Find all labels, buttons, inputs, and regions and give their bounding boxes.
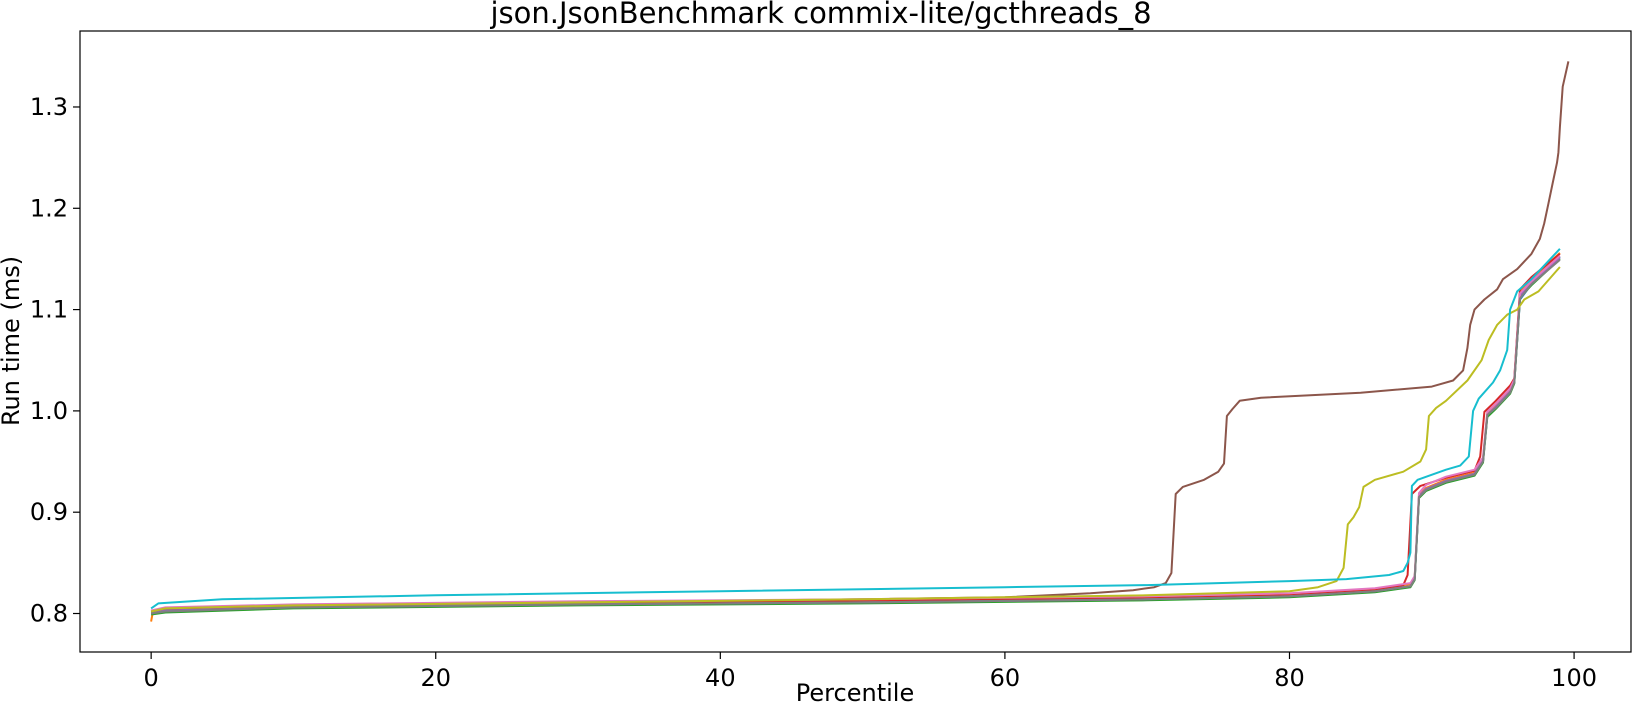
- series-line-6: [150, 61, 1570, 613]
- series-line-7: [150, 255, 1561, 612]
- y-axis-label: Run time (ms): [0, 256, 25, 426]
- x-tick-label: 100: [1551, 664, 1597, 692]
- series-line-8: [150, 259, 1561, 615]
- x-tick-label: 60: [990, 664, 1021, 692]
- y-tick-label: 0.8: [30, 600, 68, 628]
- y-tick-label: 0.9: [30, 498, 68, 526]
- series-line-1: [150, 256, 1561, 615]
- series-line-5: [150, 257, 1561, 614]
- y-tick-label: 1.0: [30, 397, 68, 425]
- y-axis: 0.8 0.9 1.0 1.1 1.2 1.3: [30, 93, 80, 628]
- series-line-10: [150, 248, 1561, 610]
- x-axis: 0 20 40 60 80 100: [144, 652, 1597, 692]
- series-line-9: [150, 266, 1561, 613]
- series-line-4: [150, 253, 1561, 614]
- y-tick-label: 1.3: [30, 93, 68, 121]
- series-line-3: [150, 258, 1561, 616]
- x-axis-label: Percentile: [796, 679, 914, 707]
- series-layer: [150, 61, 1570, 622]
- plot-frame: [79, 30, 1632, 653]
- x-tick-label: 20: [420, 664, 451, 692]
- x-tick-label: 0: [144, 664, 159, 692]
- series-line-2: [150, 252, 1561, 622]
- x-tick-label: 80: [1274, 664, 1305, 692]
- chart-title: json.JsonBenchmark commix-lite/gcthreads…: [489, 0, 1151, 30]
- x-tick-label: 40: [705, 664, 736, 692]
- y-tick-label: 1.2: [30, 194, 68, 222]
- y-tick-label: 1.1: [30, 296, 68, 324]
